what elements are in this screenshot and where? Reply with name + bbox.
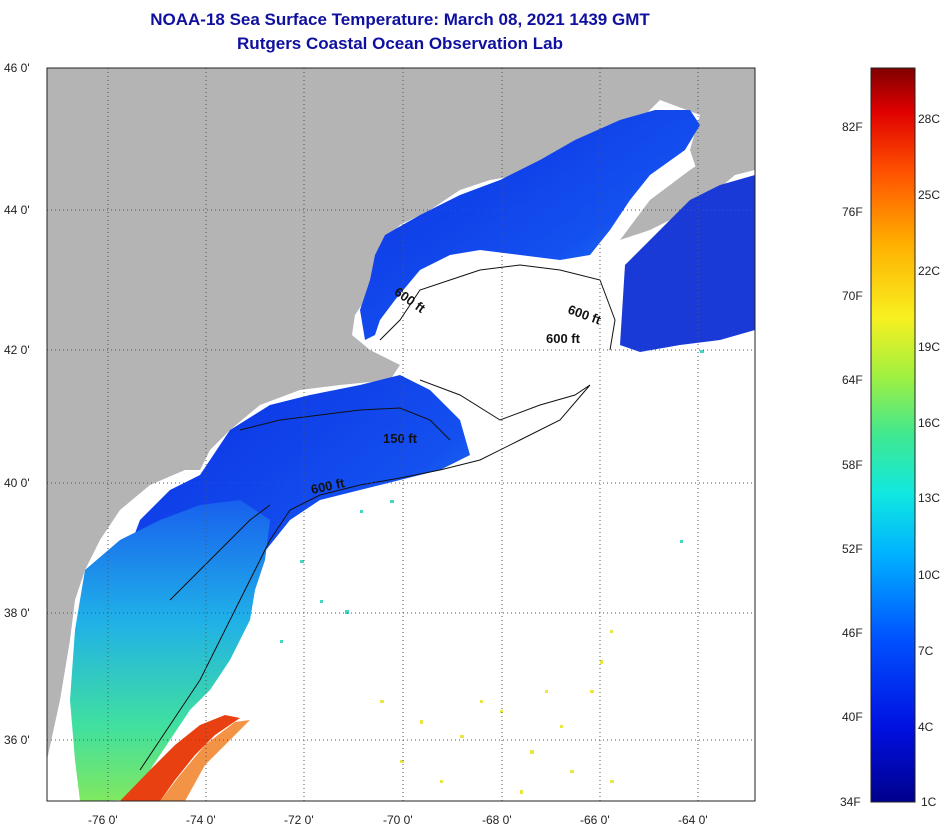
- shelf-break-speckles: [280, 350, 704, 643]
- lat-label: 40 0': [4, 476, 30, 490]
- lon-label: -70 0': [383, 813, 413, 827]
- map-subtitle: Rutgers Coastal Ocean Observation Lab: [237, 34, 563, 53]
- colorbar-c-label: 28C: [918, 112, 940, 126]
- lon-label: -72 0': [284, 813, 314, 827]
- land-mass: [47, 68, 755, 760]
- scotian-shelf-water: [620, 175, 755, 352]
- colorbar-f-label: 40F: [842, 710, 863, 724]
- colorbar-c-label: 7C: [918, 644, 934, 658]
- lat-label: 38 0': [4, 606, 30, 620]
- colorbar-f-label: 64F: [842, 373, 863, 387]
- depth-contours: [139, 264, 616, 771]
- colorbar-c-label: 22C: [918, 264, 940, 278]
- lon-label: -66 0': [580, 813, 610, 827]
- colorbar-c-label: 10C: [918, 568, 940, 582]
- map-title: NOAA-18 Sea Surface Temperature: March 0…: [150, 10, 650, 29]
- colorbar-f-label: 76F: [842, 205, 863, 219]
- lon-label: -68 0': [482, 813, 512, 827]
- map-frame: [46, 67, 756, 802]
- lat-label: 44 0': [4, 203, 30, 217]
- colorbar-f-label: 58F: [842, 458, 863, 472]
- colorbar-c-label: 16C: [918, 416, 940, 430]
- lon-label: -76 0': [88, 813, 118, 827]
- colorbar-f-label: 52F: [842, 542, 863, 556]
- land-nova-scotia: [620, 140, 755, 240]
- lat-label: 36 0': [4, 733, 30, 747]
- colorbar-f-label: 70F: [842, 289, 863, 303]
- colorbar-f-label: 82F: [842, 120, 863, 134]
- colorbar-f-label: 46F: [842, 626, 863, 640]
- lon-label: -64 0': [678, 813, 708, 827]
- colorbar-c-label: 4C: [918, 720, 934, 734]
- gulf-stream-warm: [120, 715, 240, 801]
- offshore-speckles: [380, 630, 614, 794]
- southern-shelf-water: [70, 500, 270, 801]
- colorbar-c-label: 19C: [918, 340, 940, 354]
- colorbar-c-label: 13C: [918, 491, 940, 505]
- colorbar-c-label: 25C: [918, 188, 940, 202]
- contour-label: 150 ft: [383, 431, 418, 446]
- colorbar-c-label: 1C: [921, 795, 937, 809]
- contour-label: 600 ft: [546, 331, 581, 346]
- lon-label: -74 0': [186, 813, 216, 827]
- lat-label: 46 0': [4, 61, 30, 75]
- colorbar: [870, 67, 916, 803]
- contour-label: 600 ft: [310, 475, 347, 497]
- gulf-of-maine-water: [360, 110, 700, 340]
- lat-label: 42 0': [4, 343, 30, 357]
- colorbar-f-label: 34F: [840, 795, 861, 809]
